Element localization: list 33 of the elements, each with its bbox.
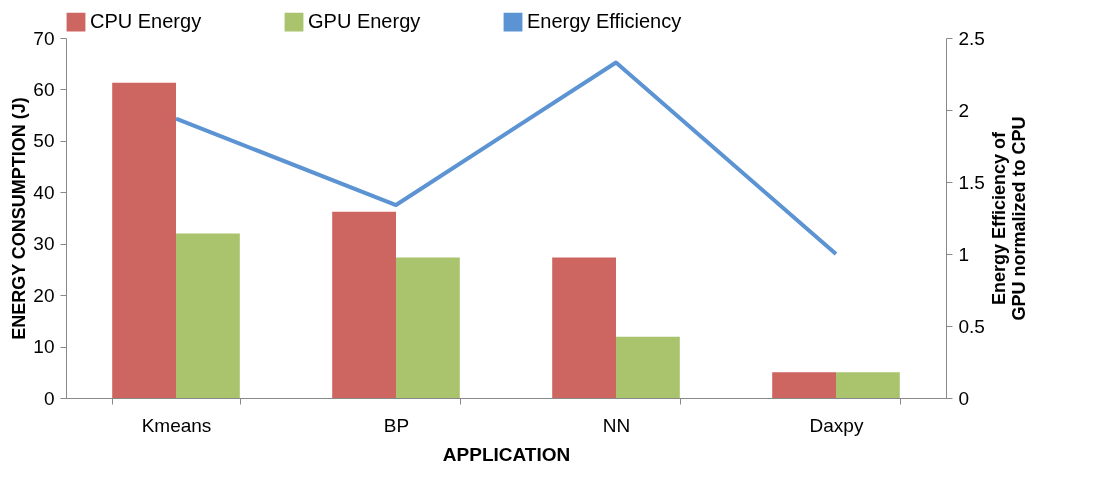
- legend-label: Energy Efficiency: [527, 10, 682, 33]
- y2-tick-label: 1: [958, 243, 970, 265]
- y-tick-label: 30: [33, 233, 55, 255]
- y2-tick-label: 0.5: [958, 315, 985, 337]
- bar: [112, 82, 176, 398]
- y2-tick-label: 1.5: [958, 171, 985, 193]
- x-tick-label: Daxpy: [809, 414, 864, 436]
- bar: [836, 372, 900, 398]
- line-series: [174, 60, 838, 256]
- y2-axis-title: Energy Efficiency of GPU normalized to CPU: [988, 116, 1029, 321]
- y2-tick-label: 0: [958, 387, 970, 409]
- bar: [552, 257, 616, 398]
- bar: [176, 233, 240, 398]
- x-tick-label: BP: [383, 414, 410, 436]
- x-tick-label: NN: [602, 414, 631, 436]
- bar: [616, 336, 680, 398]
- y-tick-label: 50: [33, 130, 55, 152]
- y-tick-label: 10: [33, 336, 55, 358]
- y-tick-label: 20: [33, 284, 55, 306]
- y-tick-label: 0: [43, 387, 55, 409]
- y2-tick-label: 2.5: [958, 27, 985, 49]
- x-tick-label: Kmeans: [141, 414, 212, 436]
- y2-tick-label: 2: [958, 99, 970, 121]
- x-axis-title: APPLICATION: [442, 443, 571, 465]
- bar: [396, 257, 460, 398]
- y-tick-label: 70: [33, 27, 55, 49]
- legend-label: GPU Energy: [308, 10, 421, 33]
- y-tick-label: 40: [33, 181, 55, 203]
- y-tick-label: 60: [33, 78, 55, 100]
- legend-label: CPU Energy: [90, 10, 202, 33]
- bar: [772, 372, 836, 398]
- y-axis-title: ENERGY CONSUMPTION (J): [9, 97, 30, 340]
- bar: [332, 211, 396, 398]
